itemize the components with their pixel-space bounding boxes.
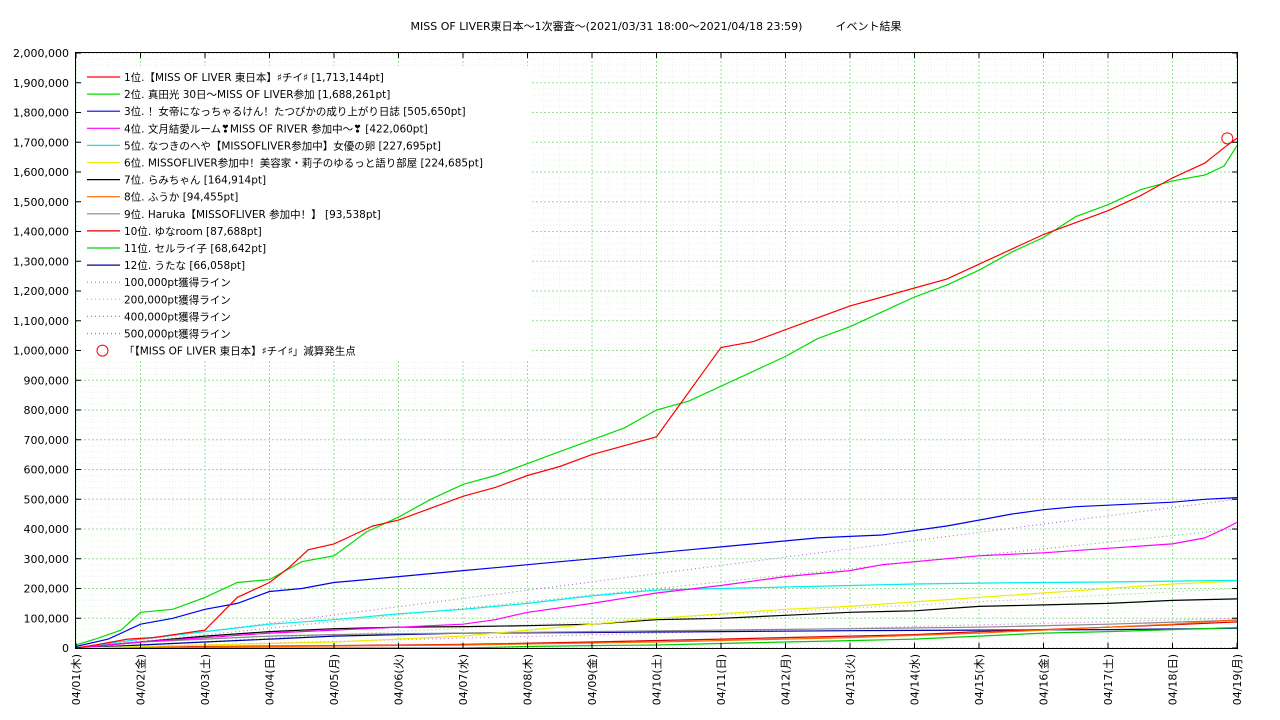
series-line: [75, 137, 1238, 649]
x-tick-label: 04/19(月): [1231, 654, 1244, 705]
x-tick-label: 04/08(木): [522, 654, 535, 705]
legend-background: [81, 66, 531, 360]
series-line: [75, 580, 1238, 649]
y-tick-label: 900,000: [24, 374, 70, 387]
y-tick-label: 1,700,000: [13, 136, 69, 149]
series-line: [76, 627, 1238, 649]
legend-label: 400,000pt獲得ライン: [124, 310, 231, 323]
x-tick-label: 04/17(土): [1102, 654, 1115, 705]
legend-label: 2位. 真田光 30日〜MISS OF LIVER参加 [1,688,261pt…: [124, 88, 390, 101]
axes: 0 100,000 200,000 300,000 400,000 500,000 600,…: [13, 47, 1244, 705]
y-tick-label: 800,000: [24, 404, 70, 417]
x-tick-label: 04/02(金): [134, 654, 148, 705]
legend-label: 「【MISS OF LIVER 東日本】♯チイ♯」減算発生点: [124, 345, 356, 358]
x-tick-label: 04/13(火): [844, 654, 857, 705]
legend-label: 12位. うたな [66,058pt]: [124, 259, 245, 272]
legend-label: 9位. Haruka【MISSOFLIVER 参加中！】 [93,538pt]: [124, 208, 381, 221]
y-tick-label: 1,400,000: [13, 226, 69, 239]
y-tick-label: 1,000,000: [13, 345, 69, 358]
legend-label: 4位. 文月結愛ルーム❣MISS OF RIVER 参加中〜❣ [422,060…: [124, 122, 428, 135]
legend-label: 100,000pt獲得ライン: [124, 276, 231, 289]
legend-label: 5位. なつきのへや【MISSOFLIVER参加中】女優の卵 [227,695p…: [124, 139, 441, 152]
series-line: [75, 617, 1238, 649]
x-tick-label: 04/18(日): [1167, 654, 1180, 705]
y-tick-label: 2,000,000: [13, 47, 69, 60]
y-tick-label: 400,000: [24, 523, 70, 536]
legend-label: 3位. ！女帝になっちゃるけん！たつぴかの成り上がり日誌 [505,650pt]: [124, 105, 466, 118]
x-tick-label: 04/09(金): [585, 654, 599, 705]
y-tick-label: 1,100,000: [13, 315, 69, 328]
x-tick-label: 04/01(木): [70, 654, 83, 705]
marker-point: [1221, 132, 1234, 145]
y-tick-label: 1,300,000: [13, 255, 69, 268]
plot-frame: [75, 52, 1238, 649]
legend-marker-swatch: [96, 344, 109, 357]
series-line: [75, 588, 1238, 649]
legend-label: 8位. ふうか [94,455pt]: [124, 191, 238, 204]
legend-label: 10位. ゆなroom [87,688pt]: [124, 225, 262, 238]
series-group: [75, 137, 1238, 649]
legend-label: 7位. らみちゃん [164,914pt]: [124, 174, 266, 187]
y-tick-label: 1,900,000: [13, 77, 69, 90]
y-tick-label: 0: [62, 642, 69, 655]
x-tick-label: 04/05(月): [328, 654, 341, 705]
y-tick-label: 600,000: [24, 464, 70, 477]
x-tick-label: 04/04(日): [264, 654, 277, 705]
x-tick-label: 04/14(水): [909, 654, 922, 705]
y-tick-label: 1,600,000: [13, 166, 69, 179]
y-tick-label: 300,000: [24, 553, 70, 566]
x-tick-label: 04/15(木): [973, 654, 986, 705]
x-tick-label: 04/16(金): [1037, 654, 1051, 705]
y-tick-label: 1,200,000: [13, 285, 69, 298]
x-tick-label: 04/10(土): [651, 654, 664, 705]
series-line: [75, 145, 1238, 646]
y-tick-label: 500,000: [24, 493, 70, 506]
series-line: [75, 497, 1238, 648]
y-tick-label: 1,500,000: [13, 196, 69, 209]
y-tick-label: 1,800,000: [13, 107, 69, 120]
y-tick-label: 200,000: [24, 583, 70, 596]
legend-label: 200,000pt獲得ライン: [124, 293, 231, 306]
legend-label: 11位. セルライ子 [68,642pt]: [124, 242, 266, 255]
legend-label: 1位.【MISS OF LIVER 東日本】♯チイ♯ [1,713,144pt]: [124, 71, 384, 84]
x-tick-label: 04/07(水): [457, 654, 470, 705]
x-tick-label: 04/06(火): [393, 654, 406, 705]
series-line: [75, 579, 1238, 649]
series-line: [75, 528, 1238, 649]
legend: 1位.【MISS OF LIVER 東日本】♯チイ♯ [1,713,144pt]…: [87, 71, 483, 358]
x-tick-label: 04/03(土): [199, 654, 212, 705]
series-line: [75, 521, 1238, 649]
x-tick-label: 04/11(日): [715, 654, 728, 705]
series-line: [75, 598, 1238, 649]
series-line: [75, 619, 1238, 649]
series-line: [75, 619, 1238, 649]
x-tick-label: 04/12(月): [780, 654, 793, 705]
y-tick-label: 700,000: [24, 434, 70, 447]
y-tick-label: 100,000: [24, 612, 70, 625]
legend-label: 500,000pt獲得ライン: [124, 328, 231, 341]
markers-group: [1221, 132, 1234, 145]
legend-label: 6位. MISSOFLIVER参加中！美容家・莉子のゆるっと語り部屋 [224,…: [124, 157, 483, 170]
chart-title: MISS OF LIVER東日本〜1次審査〜(2021/03/31 18:00〜…: [411, 19, 902, 33]
